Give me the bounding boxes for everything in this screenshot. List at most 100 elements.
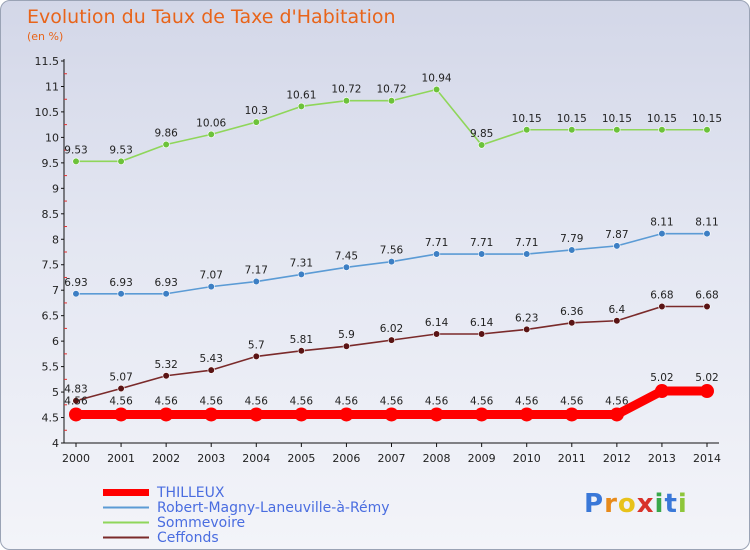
data-label: 5.02 [650,372,673,384]
data-point [478,141,486,149]
data-label: 4.56 [290,395,314,407]
data-label: 10.15 [557,113,587,125]
y-tick-label: 9.5 [42,157,60,170]
data-label: 6.14 [425,317,449,329]
data-point [72,157,80,165]
data-label: 9.86 [154,128,178,140]
data-point [613,242,621,250]
logo-letter: i [654,489,665,519]
data-label: 7.79 [560,233,583,245]
data-point [297,102,305,110]
data-label: 10.72 [331,84,361,96]
data-label: 6.14 [470,317,494,329]
legend-label: Robert-Magny-Laneuville-à-Rémy [157,499,390,516]
data-label: 7.71 [425,237,448,249]
data-point [114,407,129,422]
data-point [703,126,711,134]
legend-item: THILLEUX [101,484,390,501]
y-tick-label: 7 [52,284,59,297]
y-tick-label: 5.5 [42,361,60,374]
logo-letter: t [664,489,678,519]
data-label: 4.56 [380,395,404,407]
logo-letter: o [617,489,637,519]
data-point [478,330,486,338]
data-label: 8.11 [650,217,673,229]
data-label: 10.06 [196,117,226,129]
data-label: 6.93 [64,277,87,289]
legend-item: Robert-Magny-Laneuville-à-Rémy [101,499,390,516]
data-label: 4.56 [515,395,539,407]
y-tick-label: 6.5 [42,310,60,323]
data-point [564,407,579,422]
data-label: 4.56 [245,395,269,407]
x-tick-label: 2007 [378,452,406,465]
data-label: 4.56 [154,395,178,407]
data-label: 9.53 [64,144,87,156]
data-label: 6.93 [109,277,132,289]
data-label: 7.45 [335,250,358,262]
data-point [474,407,489,422]
axes: 4 4.5 5 5.5 6 6.5 7 7.5 8 8.5 9 9.5 10 10.5 11 11.5 2000… [35,55,722,465]
data-point [654,384,669,399]
data-point [162,140,170,149]
logo-letter: P [584,489,605,519]
y-tick-label: 9 [52,182,59,195]
data-point [384,407,399,422]
legend-label: THILLEUX [157,484,225,501]
x-tick-label: 2008 [423,452,451,465]
legend-label: Ceffonds [157,529,219,546]
data-point [523,325,531,334]
x-tick-label: 2002 [152,452,180,465]
data-point [658,126,666,134]
legend-swatch [103,521,149,524]
y-tick-label: 7.5 [42,259,60,272]
data-label: 5.7 [248,339,265,351]
x-tick-label: 2014 [693,452,721,465]
data-point [387,258,396,266]
data-label: 7.71 [470,237,493,249]
x-tick-label: 2013 [648,452,676,465]
data-label: 8.11 [695,217,718,229]
data-point [387,97,396,105]
x-tick-label: 2000 [62,452,90,465]
data-point [117,290,125,298]
data-label: 10.72 [376,84,406,96]
data-point [429,407,444,422]
data-label: 4.56 [64,395,88,407]
data-point [387,336,396,344]
data-point [252,118,260,126]
data-point [297,270,305,279]
data-label: 7.71 [515,237,538,249]
data-point [72,290,80,298]
data-label: 7.31 [290,257,313,269]
data-label: 5.81 [290,334,313,346]
data-point [69,407,83,422]
x-tick-label: 2009 [468,452,496,465]
x-tick-label: 2003 [197,452,225,465]
data-label: 10.94 [422,73,452,85]
chart-subtitle: (en %) [27,30,64,43]
data-label: 5.07 [109,372,132,384]
data-point [252,277,260,286]
data-label: 6.02 [380,323,403,335]
legend-swatch [103,489,149,496]
y-tick-label: 8 [52,233,59,246]
data-point [342,97,351,105]
logo-letter: i [677,489,688,519]
data-label: 10.15 [647,113,677,125]
data-point [249,407,264,422]
data-point [432,85,441,94]
data-point [207,366,215,374]
x-tick-label: 2010 [513,452,541,465]
data-point [613,126,621,134]
data-label: 6.93 [154,277,177,289]
data-point [117,157,125,165]
data-label: 10.15 [602,113,632,125]
legend-item: Sommevoire [101,515,390,531]
data-label: 4.83 [64,384,87,396]
data-point [294,407,309,422]
data-point [613,317,621,325]
data-label: 4.56 [200,395,224,407]
data-labels: 9.53 9.53 9.86 10.06 10.3 10.61 10.72 10.72 10.9… [64,73,722,408]
